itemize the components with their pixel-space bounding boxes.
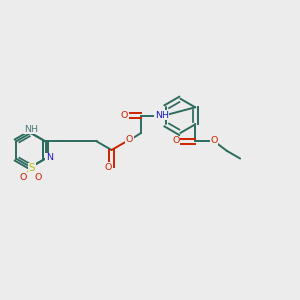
Text: NH: NH bbox=[155, 111, 169, 120]
Text: O: O bbox=[172, 136, 180, 146]
Text: S: S bbox=[29, 163, 35, 173]
Text: O: O bbox=[20, 173, 27, 182]
Text: O: O bbox=[126, 135, 133, 144]
Text: N: N bbox=[46, 153, 53, 162]
Text: O: O bbox=[104, 163, 111, 172]
Text: O: O bbox=[210, 136, 218, 146]
Text: O: O bbox=[121, 111, 128, 120]
Text: NH: NH bbox=[24, 125, 38, 134]
Text: O: O bbox=[35, 173, 42, 182]
